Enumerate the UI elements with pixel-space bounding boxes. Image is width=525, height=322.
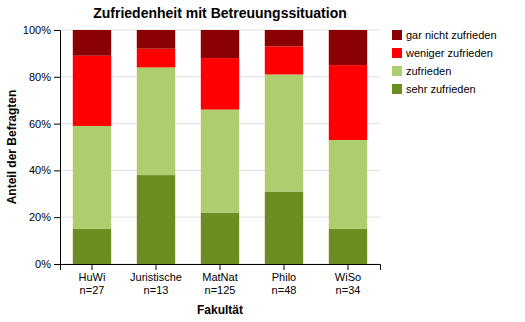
bar bbox=[265, 191, 303, 264]
bar-series bbox=[73, 30, 367, 65]
bar bbox=[73, 126, 111, 229]
bar bbox=[329, 140, 367, 229]
x-tick-mark bbox=[284, 264, 285, 270]
bar bbox=[137, 175, 175, 264]
bar bbox=[73, 30, 111, 56]
legend-swatch bbox=[392, 30, 402, 40]
legend-item: weniger zufrieden bbox=[392, 47, 493, 59]
legend-label: zufrieden bbox=[406, 65, 451, 77]
y-axis-title: Anteil der Befragten bbox=[5, 90, 19, 205]
legend-item: gar nicht zufrieden bbox=[392, 29, 497, 41]
y-tick-label: 0% bbox=[35, 258, 51, 270]
x-tick-label-line: MatNat bbox=[202, 271, 237, 283]
grid bbox=[60, 30, 380, 264]
x-tick-label: Philon=48 bbox=[272, 271, 297, 296]
x-tick-mark bbox=[92, 264, 93, 270]
y-tick: 0% bbox=[35, 258, 60, 270]
y-tick-mark bbox=[54, 264, 60, 265]
legend-label: gar nicht zufrieden bbox=[406, 29, 497, 41]
bar bbox=[329, 65, 367, 140]
x-axis-line bbox=[61, 265, 381, 271]
y-tick-label: 60% bbox=[29, 118, 51, 130]
x-tick-label-line: Juristische bbox=[130, 271, 182, 283]
x-tick-mark bbox=[348, 264, 349, 270]
bar bbox=[201, 213, 239, 264]
y-tick: 20% bbox=[29, 211, 60, 223]
y-tick-mark bbox=[54, 170, 60, 171]
x-tick-label-line: WiSo bbox=[335, 271, 361, 283]
legend-swatch bbox=[392, 66, 402, 76]
y-tick: 60% bbox=[29, 118, 60, 130]
bar bbox=[265, 46, 303, 74]
legend-item: sehr zufrieden bbox=[392, 83, 476, 95]
x-tick-label-line: n=27 bbox=[80, 284, 105, 296]
plot: 0%20%40%60%80%100%HuWin=27Juristischen=1… bbox=[23, 24, 381, 296]
bar bbox=[265, 30, 303, 46]
bar bbox=[137, 67, 175, 175]
x-tick: MatNatn=125 bbox=[202, 264, 237, 296]
y-tick-label: 40% bbox=[29, 164, 51, 176]
bar bbox=[201, 58, 239, 109]
title: Zufriedenheit mit Betreuungssituation bbox=[93, 5, 347, 21]
x-tick-mark bbox=[220, 264, 221, 270]
x-tick: Philon=48 bbox=[272, 264, 297, 296]
bar bbox=[137, 49, 175, 68]
bar bbox=[73, 229, 111, 264]
x-tick: Juristischen=13 bbox=[130, 264, 182, 296]
bar bbox=[137, 30, 175, 49]
legend-item: zufrieden bbox=[392, 65, 451, 77]
x-tick: HuWin=27 bbox=[79, 264, 106, 296]
chart: 0%20%40%60%80%100%HuWin=27Juristischen=1… bbox=[0, 0, 525, 322]
x-tick-label-line: HuWi bbox=[79, 271, 106, 283]
y-axis: 0% 20% 40% 60% 80% 100% bbox=[23, 24, 61, 270]
x-axis-title: Fakultät bbox=[197, 303, 243, 317]
x-tick-label-line: n=13 bbox=[144, 284, 169, 296]
bar-series bbox=[73, 46, 367, 140]
y-tick: 40% bbox=[29, 164, 60, 176]
legend-label: sehr zufrieden bbox=[406, 83, 476, 95]
x-tick-label: WiSon=34 bbox=[335, 271, 361, 296]
x-tick-label-line: Philo bbox=[272, 271, 296, 283]
y-tick-mark bbox=[54, 217, 60, 218]
x-tick: WiSon=34 bbox=[335, 264, 361, 296]
y-tick: 80% bbox=[29, 71, 60, 83]
bar bbox=[265, 74, 303, 191]
x-tick-label: HuWin=27 bbox=[79, 271, 106, 296]
legend: gar nicht zufrieden weniger zufrieden zufr… bbox=[392, 29, 497, 95]
x-tick-mark bbox=[156, 264, 157, 270]
legend-label: weniger zufrieden bbox=[405, 47, 493, 59]
y-tick-label: 80% bbox=[29, 71, 51, 83]
x-axis: HuWin=27Juristischen=13MatNatn=125Philon… bbox=[61, 264, 381, 296]
y-tick-mark bbox=[54, 77, 60, 78]
y-tick-label: 100% bbox=[23, 24, 51, 36]
y-tick-label: 20% bbox=[29, 211, 51, 223]
y-tick-mark bbox=[54, 124, 60, 125]
bar bbox=[329, 229, 367, 264]
legend-swatch bbox=[392, 48, 402, 58]
bar bbox=[73, 56, 111, 126]
bar bbox=[201, 30, 239, 58]
y-tick-mark bbox=[54, 30, 60, 31]
bars bbox=[73, 30, 367, 264]
bar bbox=[329, 30, 367, 65]
y-tick: 100% bbox=[23, 24, 60, 36]
x-tick-label: Juristischen=13 bbox=[130, 271, 182, 296]
legend-swatch bbox=[392, 84, 402, 94]
x-tick-label: MatNatn=125 bbox=[202, 271, 237, 296]
x-tick-label-line: n=48 bbox=[272, 284, 297, 296]
x-tick-label-line: n=34 bbox=[336, 284, 361, 296]
y-axis-line bbox=[54, 31, 61, 265]
x-tick-label-line: n=125 bbox=[205, 284, 236, 296]
bar bbox=[201, 110, 239, 213]
